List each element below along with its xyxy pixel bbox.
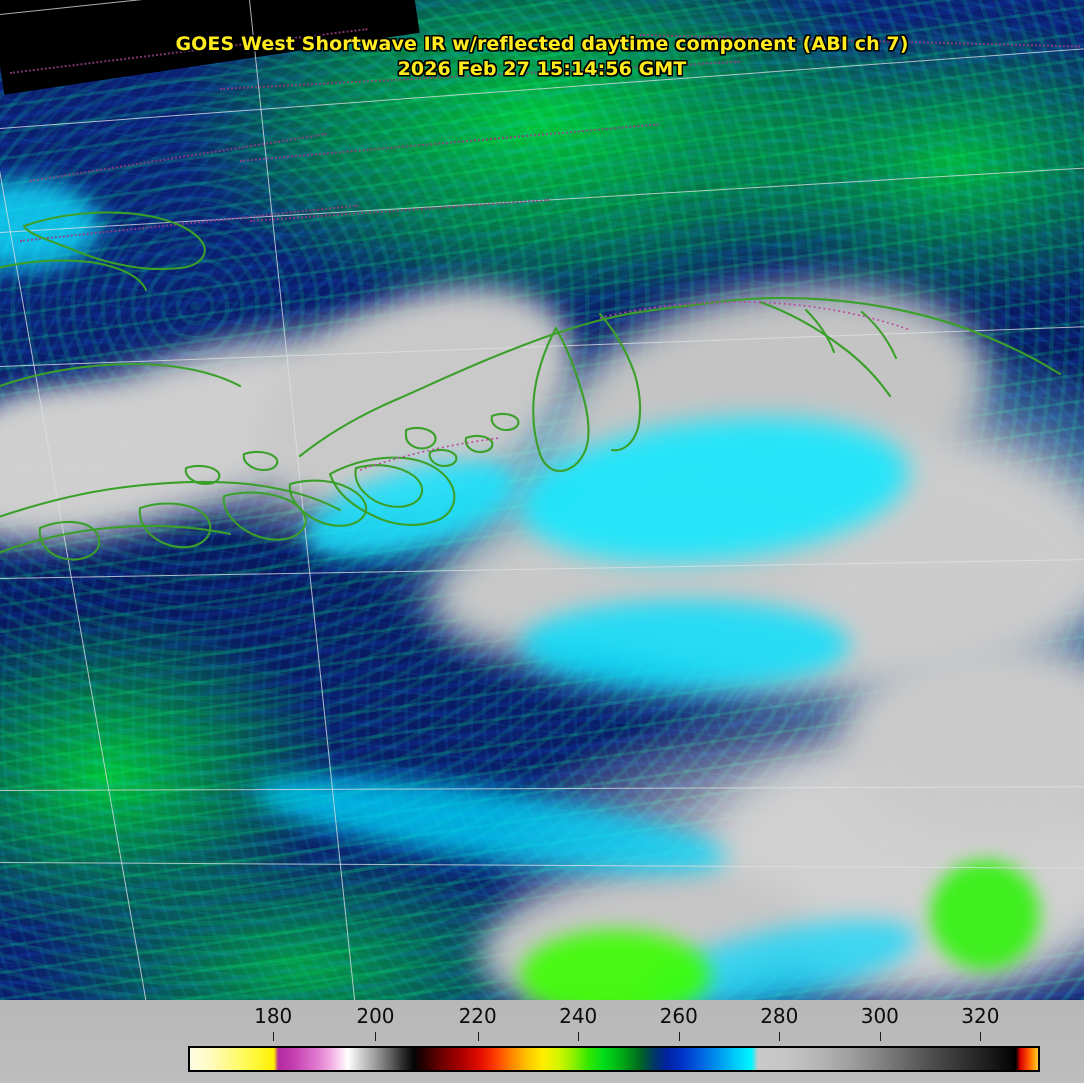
colorbar-gradient[interactable]	[188, 1046, 1040, 1072]
colorbar-tick-label: 240	[559, 1004, 598, 1028]
colorbar-tick-mark	[477, 1032, 479, 1041]
colorbar-tick-label: 200	[356, 1004, 395, 1028]
cloud-mass-layer	[0, 180, 1084, 1020]
colorbar-tick-labels: 180 200 220 240 260 280 300 320	[188, 1004, 1040, 1041]
colorbar-tick-mark	[578, 1032, 580, 1041]
colorbar-tick-label: 220	[458, 1004, 497, 1028]
colorbar-tick-mark	[779, 1032, 781, 1041]
colorbar-tick-mark	[273, 1032, 275, 1041]
colorbar-tick-mark	[678, 1032, 680, 1041]
colorbar-tick-label: 320	[961, 1004, 1000, 1028]
satellite-image-canvas[interactable]: GOES West Shortwave IR w/reflected dayti…	[0, 0, 1084, 1020]
colorbar-tick-mark	[980, 1032, 982, 1041]
colorbar-tick-mark	[375, 1032, 377, 1041]
cloud-blob	[840, 640, 1084, 840]
colorbar-tick-label: 260	[659, 1004, 698, 1028]
colorbar-tick-mark	[879, 1032, 881, 1041]
off-earth-top-strip	[0, 0, 330, 30]
colorbar-tick-label: 300	[860, 1004, 899, 1028]
cloud-blob	[0, 390, 160, 500]
colorbar-tick-label: 180	[254, 1004, 293, 1028]
coastline-overlay	[0, 211, 1062, 561]
colorbar-tick-label: 280	[760, 1004, 799, 1028]
cloud-blob-cyan	[520, 600, 850, 690]
colorbar-area: 180 200 220 240 260 280 300 320 W	[0, 1000, 1084, 1083]
